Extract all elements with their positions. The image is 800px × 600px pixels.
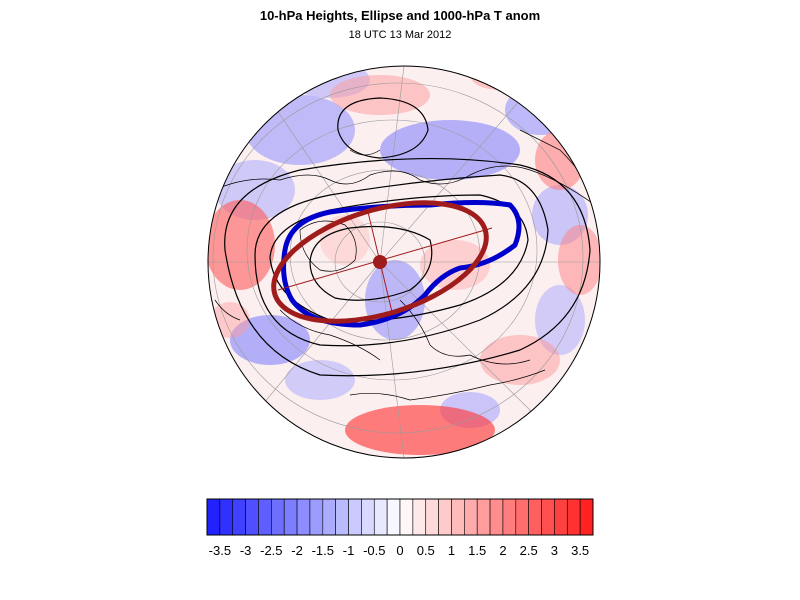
anomaly-patch (230, 315, 310, 365)
colorbar-box (554, 498, 568, 536)
colorbar-box (515, 498, 529, 536)
colorbar-box (322, 498, 336, 536)
anomaly-patch (330, 75, 430, 115)
colorbar-box (528, 498, 542, 536)
anomaly-patch (558, 225, 600, 295)
colorbar-box (438, 498, 452, 536)
colorbar-box (451, 498, 465, 536)
colorbar-box (296, 498, 311, 536)
colorbar-box (232, 498, 246, 536)
colorbar-tick-label: -2.5 (260, 543, 282, 558)
colorbar-box (348, 498, 362, 536)
colorbar-box (361, 498, 375, 536)
colorbar-labels: -3.5 -3 -2.5 -2 -1.5 -1 -0.5 0 0.5 1 1.5 2 2.5 3 3.5 (209, 543, 590, 558)
colorbar-box (502, 498, 517, 536)
colorbar-box (489, 498, 504, 536)
colorbar-box (206, 498, 221, 536)
colorbar-tick-label: -1.5 (312, 543, 334, 558)
colorbar-box (335, 498, 349, 536)
colorbar-box (219, 498, 234, 536)
ellipse-centroid (373, 255, 387, 269)
colorbar-box (579, 498, 594, 536)
colorbar-tick-label: 1 (448, 543, 455, 558)
colorbar-box (373, 498, 388, 536)
anomaly-patch (208, 200, 275, 290)
colorbar-box (271, 498, 285, 536)
anomaly-patch (285, 360, 355, 400)
colorbar-tick-label: 1.5 (468, 543, 486, 558)
colorbar-box (476, 498, 491, 536)
colorbar-boxes (206, 498, 594, 536)
colorbar-box (386, 498, 401, 536)
colorbar-box (464, 498, 478, 536)
colorbar-tick-label: -3 (240, 543, 252, 558)
colorbar-box (412, 498, 427, 536)
anomaly-patch (535, 285, 585, 355)
graticule (208, 66, 600, 458)
anomaly-patch (345, 405, 495, 455)
colorbar-box (258, 498, 272, 536)
colorbar-box (399, 498, 414, 536)
colorbar-tick-label: 0 (396, 543, 403, 558)
colorbar-tick-label: 0.5 (417, 543, 435, 558)
anomaly-patch (480, 335, 560, 385)
colorbar-frame (206, 498, 594, 536)
colorbar-tick-label: -3.5 (209, 543, 231, 558)
colorbar-box (425, 498, 439, 536)
globe-outline (207, 65, 601, 459)
colorbar-tick-label: -2 (291, 543, 303, 558)
colorbar-tick-label: -1 (343, 543, 355, 558)
colorbar-box (283, 498, 298, 536)
anomaly-patch (380, 120, 520, 180)
colorbar-tick-label: 2 (499, 543, 506, 558)
colorbar-tick-label: 3.5 (571, 543, 589, 558)
figure-timestamp: 18 UTC 13 Mar 2012 (348, 29, 452, 41)
colorbar-box (541, 498, 555, 536)
colorbar-tick-label: -0.5 (363, 543, 385, 558)
colorbar-box (245, 498, 259, 536)
colorbar-box (309, 498, 324, 536)
figure-title: 10-hPa Heights, Ellipse and 1000-hPa T a… (259, 8, 541, 23)
colorbar-box (566, 498, 581, 536)
colorbar-tick-label: 2.5 (520, 543, 538, 558)
colorbar-tick-label: 3 (551, 543, 558, 558)
anomaly-patch (420, 240, 490, 290)
